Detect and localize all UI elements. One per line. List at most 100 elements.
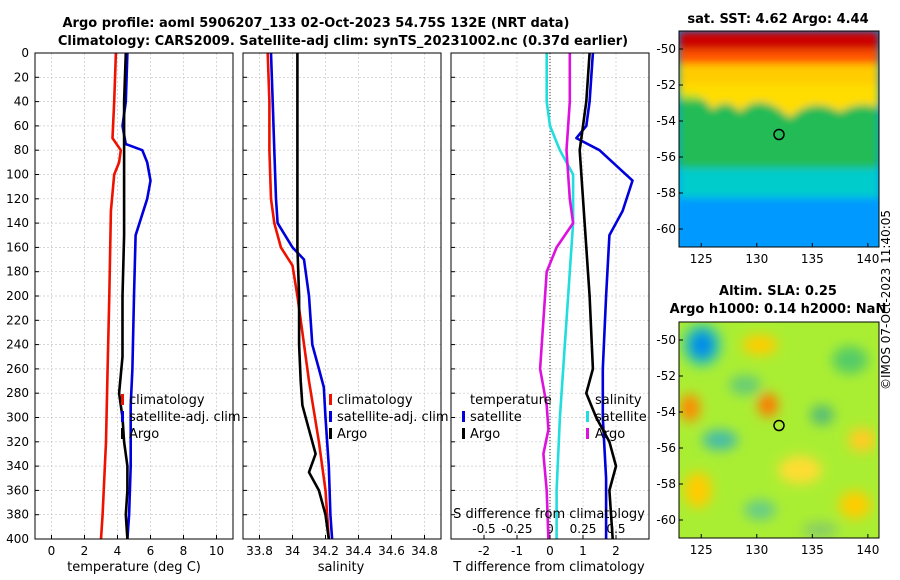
sst-band-yellow xyxy=(679,64,879,86)
lat-tick-label: -54 xyxy=(656,405,676,419)
x-tick-label: 33.8 xyxy=(246,544,273,558)
depth-tick-label: 20 xyxy=(14,70,29,84)
x-top-tick-label: 0.25 xyxy=(570,522,597,536)
series-salinity-satellite xyxy=(545,53,575,539)
lat-tick-label: -56 xyxy=(656,441,676,455)
sla-map-axes: 125 130 135 140 -50 -52 -54 -56 -58 -60 xyxy=(656,333,879,557)
legend-label-satellite: satellite-adj. clim xyxy=(337,410,449,425)
lat-tick-label: -54 xyxy=(656,114,676,128)
sla-map-title-line2: Argo h1000: 0.14 h2000: NaN xyxy=(670,302,887,317)
depth-tick-label: 320 xyxy=(6,435,29,449)
x-top-tick-label: -0.5 xyxy=(472,522,495,536)
sla-map-title-line1: Altim. SLA: 0.25 xyxy=(719,284,837,299)
x-tick-label: 34.6 xyxy=(378,544,405,558)
legend-label-temp-argo: Argo xyxy=(470,427,500,442)
series-satellite-adj-clim xyxy=(269,52,334,540)
x-top-tick-label: -0.25 xyxy=(501,522,532,536)
lat-tick-label: -58 xyxy=(656,186,676,200)
series-climatology xyxy=(99,52,123,540)
sst-band-blue xyxy=(679,198,879,247)
legend-label-climatology: climatology xyxy=(129,393,205,408)
sla-map: Altim. SLA: 0.25 Argo h1000: 0.14 h2000:… xyxy=(656,284,886,557)
depth-tick-label: 120 xyxy=(6,192,29,206)
sst-band-north xyxy=(679,31,879,53)
x-tick-label: 0 xyxy=(546,544,554,558)
x-tick-label: 2 xyxy=(81,544,89,558)
lon-tick-label: 130 xyxy=(745,252,768,266)
legend-label-argo: Argo xyxy=(337,427,367,442)
sla-blob xyxy=(742,335,778,355)
depth-tick-label: 400 xyxy=(6,532,29,546)
temperature-panel: 0204060801001201401601802002202402602803… xyxy=(6,46,234,558)
x-tick-label: 10 xyxy=(209,544,224,558)
sst-map: sat. SST: 4.62 Argo: 4.44 125 130 135 140 -5… xyxy=(656,12,880,266)
x-tick-label: 4 xyxy=(114,544,122,558)
lat-tick-label: -52 xyxy=(656,78,676,92)
plot-frame xyxy=(242,52,442,540)
sst-band-orange xyxy=(679,50,879,68)
sla-blob xyxy=(680,394,700,422)
depth-tick-label: 40 xyxy=(14,95,29,109)
figure-title-line2: Climatology: CARS2009. Satellite-adj cli… xyxy=(58,34,628,49)
sla-blob xyxy=(848,428,876,452)
plot-frame xyxy=(34,52,234,540)
legend-label-sal-satellite: satellite xyxy=(595,410,647,425)
legend-swatch-argo xyxy=(121,428,124,439)
depth-tick-label: 280 xyxy=(6,386,29,400)
sla-blob xyxy=(758,393,778,417)
lat-tick-label: -50 xyxy=(656,42,676,56)
lat-tick-label: -52 xyxy=(656,369,676,383)
x-top-tick-label: 0.5 xyxy=(606,522,625,536)
depth-tick-label: 240 xyxy=(6,338,29,352)
lat-tick-label: -60 xyxy=(656,513,676,527)
sla-blob xyxy=(839,491,871,519)
lon-tick-label: 135 xyxy=(801,252,824,266)
depth-tick-label: 220 xyxy=(6,313,29,327)
lon-tick-label: 125 xyxy=(690,543,713,557)
legend-label-argo: Argo xyxy=(129,427,159,442)
legend-label-climatology: climatology xyxy=(337,393,413,408)
x-tick-label: 1 xyxy=(579,544,587,558)
x-tick-label: -1 xyxy=(511,544,523,558)
x-tick-label: 0 xyxy=(48,544,56,558)
sla-blob xyxy=(684,472,712,508)
sla-blob xyxy=(810,405,834,425)
legend-swatch-climatology xyxy=(121,394,124,405)
temperature-legend: climatology satellite-adj. clim Argo xyxy=(121,393,241,442)
depth-tick-label: 380 xyxy=(6,508,29,522)
depth-tick-label: 100 xyxy=(6,168,29,182)
depth-tick-label: 340 xyxy=(6,459,29,473)
sst-map-frame xyxy=(678,30,880,248)
sst-band-cyan xyxy=(679,168,879,200)
sst-front-meander xyxy=(679,84,879,118)
sla-map-frame xyxy=(678,321,880,539)
sla-blob xyxy=(832,346,868,374)
lat-tick-label: -50 xyxy=(656,333,676,347)
sla-blob xyxy=(682,323,722,367)
legend-swatch-temp-argo xyxy=(462,428,465,439)
depth-tick-label: 140 xyxy=(6,216,29,230)
sla-blob xyxy=(729,375,761,395)
x-tick-label: 34.8 xyxy=(411,544,438,558)
x-tick-label: 8 xyxy=(180,544,188,558)
lat-tick-label: -56 xyxy=(656,150,676,164)
depth-tick-label: 0 xyxy=(21,46,29,60)
sla-blob xyxy=(702,430,738,450)
x-tick-label: 34.4 xyxy=(345,544,372,558)
sst-argo-location-marker xyxy=(773,128,785,141)
depth-tick-label: 260 xyxy=(6,362,29,376)
sla-blob xyxy=(802,522,838,538)
sst-band-green xyxy=(679,100,879,170)
legend-swatch-satellite xyxy=(121,411,124,422)
legend-swatch-climatology xyxy=(329,394,332,405)
legend-swatch-temp-satellite xyxy=(462,411,465,422)
lon-tick-label: 130 xyxy=(745,543,768,557)
x-tick-label: 2 xyxy=(612,544,620,558)
difference-panel: -2 -1 0 1 2 -0.5 -0.25 0 0.25 0.5 xyxy=(450,52,650,558)
lat-tick-label: -58 xyxy=(656,477,676,491)
sst-map-axes: 125 130 135 140 -50 -52 -54 -56 -58 -60 xyxy=(656,42,879,266)
legend-swatch-sal-argo xyxy=(586,428,589,439)
figure-title-line1: Argo profile: aoml 5906207_133 02-Oct-20… xyxy=(63,16,570,31)
credit-watermark: ©IMOS 07-Oct-2023 11:40:05 xyxy=(879,210,893,390)
legend-swatch-sal-satellite xyxy=(586,411,589,422)
